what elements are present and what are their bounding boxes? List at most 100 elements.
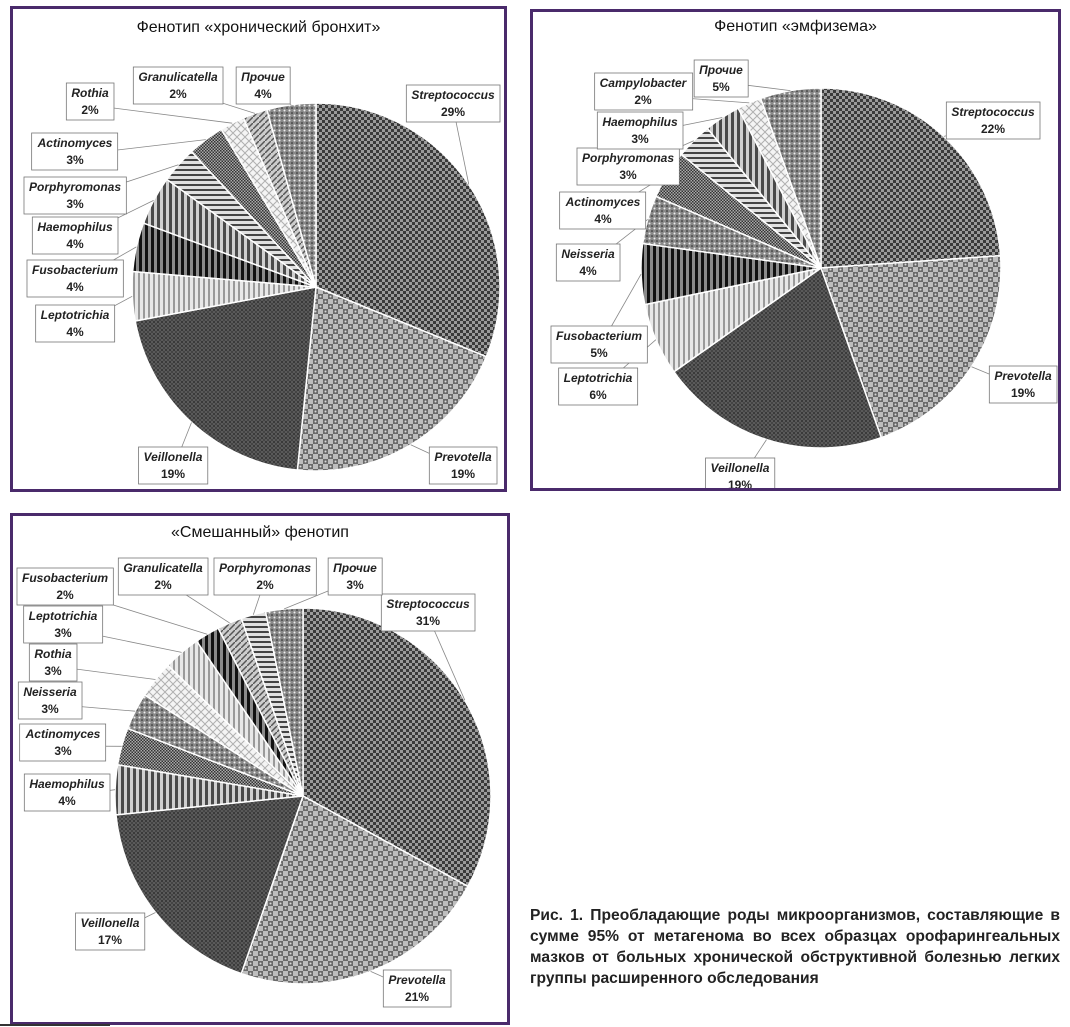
label-box (75, 912, 146, 951)
slice-label-name: Rothia (34, 647, 72, 661)
slice-label-name: Porphyromonas (219, 561, 311, 575)
data-label: Veillonella 17% (75, 912, 146, 951)
data-label: Haemophilus 4% (23, 773, 111, 812)
slice-label-name: Прочие (333, 561, 377, 575)
label-box (576, 147, 680, 186)
label-box (17, 681, 83, 720)
label-box (65, 82, 115, 121)
data-label: Prevotella 21% (382, 969, 452, 1008)
label-box (16, 567, 114, 606)
data-label: Neisseria 4% (555, 243, 621, 282)
data-label: Prevotella 19% (428, 446, 498, 485)
label-box (138, 446, 209, 485)
slice-label-value: 3% (54, 744, 72, 758)
slice-label-value: 3% (66, 153, 84, 167)
pie-slice-prevotella (296, 285, 488, 472)
data-label: Actinomyces 3% (31, 132, 119, 171)
slice-label-name: Veillonella (144, 450, 203, 464)
pie-slice-veillonella (115, 795, 305, 975)
slice-label-value: 2% (169, 87, 187, 101)
slice-label-value: 2% (154, 578, 172, 592)
slice-label-value: 3% (41, 702, 59, 716)
pie-chart: Streptococcus22%Prevotella19%Veillonella… (550, 59, 1058, 488)
data-label: Porphyromonas 2% (213, 557, 317, 596)
slice-label-name: Fusobacterium (22, 571, 108, 585)
data-label: Actinomyces 4% (559, 191, 647, 230)
slice-label-value: 5% (712, 80, 730, 94)
chart-title: Фенотип «хронический бронхит» (136, 19, 381, 36)
label-box (559, 191, 647, 230)
slice-label-name: Leptotrichia (41, 308, 110, 322)
pie-slice-streptococcus (820, 87, 1002, 269)
label-box (945, 101, 1041, 140)
pie-chart: Streptococcus 31% Prevotella 21% Veillonella… (16, 557, 492, 1008)
label-box (555, 243, 621, 282)
data-label: Streptococcus 29% (405, 84, 501, 123)
label-box (380, 593, 476, 632)
data-label: Haemophilus 4% (31, 216, 119, 255)
data-label: Prevotella 19% (988, 365, 1058, 404)
data-label: Veillonella 19% (705, 457, 776, 488)
label-box (327, 557, 383, 596)
pie-slice-прочие (264, 607, 304, 797)
label-box (23, 176, 127, 215)
slice-label-value: 4% (66, 280, 84, 294)
slice-label-name: Haemophilus (29, 777, 105, 791)
slice-label-name: Streptococcus (951, 105, 1035, 119)
data-label: Haemophilus 3% (596, 111, 684, 150)
slice-label-name: Porphyromonas (582, 151, 674, 165)
data-label: Porphyromonas 3% (576, 147, 680, 186)
data-label: Leptotrichia 4% (35, 304, 116, 343)
slice-label-name: Прочие (241, 70, 285, 84)
data-label: Fusobacterium 2% (16, 567, 114, 606)
slice-label-name: Fusobacterium (32, 263, 118, 277)
pie-slice-prevotella (819, 254, 1002, 439)
slice-label-name: Streptococcus (386, 597, 470, 611)
chart-panel-emphysema: Фенотип «эмфизема» Streptococcus 22% Prevo… (530, 9, 1061, 491)
slice-label-value: 4% (66, 325, 84, 339)
slice-label-value: 3% (619, 168, 637, 182)
slice-label-value: 19% (1011, 386, 1035, 400)
pie-slice-прочие (759, 87, 822, 269)
data-label: Fusobacterium 4% (26, 259, 124, 298)
slice-label-value: 19% (161, 467, 185, 481)
label-box (988, 365, 1058, 404)
slice-label-value: 4% (66, 237, 84, 251)
slice-label-name: Neisseria (23, 685, 77, 699)
label-box (19, 723, 107, 762)
slice-label-name: Actinomyces (565, 195, 641, 209)
label-box (596, 111, 684, 150)
slice-label-value: 21% (405, 990, 429, 1004)
label-box (31, 216, 119, 255)
data-label: Granulicatella 2% (132, 66, 224, 105)
slice-label-value: 3% (631, 132, 649, 146)
slice-label-value: 4% (594, 212, 612, 226)
data-label: Streptococcus 31% (380, 593, 476, 632)
slice-label-value: 2% (634, 93, 652, 107)
slice-label-name: Porphyromonas (29, 180, 121, 194)
slice-label-value: 5% (590, 346, 608, 360)
label-box (213, 557, 317, 596)
figure-caption: Рис. 1. Преобладающие роды микроорганизм… (530, 907, 1060, 987)
slice-label-value: 19% (728, 478, 752, 488)
slice-label-value: 31% (416, 614, 440, 628)
label-box (594, 72, 694, 111)
pie-slice-veillonella (672, 266, 883, 449)
data-label: Fusobacterium 5% (550, 325, 648, 364)
slice-label-value: 2% (256, 578, 274, 592)
label-box (693, 59, 749, 98)
slice-label-value: 3% (346, 578, 364, 592)
data-label: Neisseria 3% (17, 681, 83, 720)
slice-label-name: Prevotella (434, 450, 492, 464)
slice-label-name: Streptococcus (411, 88, 495, 102)
slice-label-value: 19% (451, 467, 475, 481)
label-box (428, 446, 498, 485)
slice-label-name: Actinomyces (25, 727, 101, 741)
slice-label-name: Actinomyces (37, 136, 113, 150)
slice-label-value: 2% (56, 588, 74, 602)
label-box (26, 259, 124, 298)
chart-panel-mixed: «Смешанный» фенотип Streptococcus 31% Prev… (10, 513, 510, 1025)
slice-label-value: 3% (66, 197, 84, 211)
label-box (31, 132, 119, 171)
